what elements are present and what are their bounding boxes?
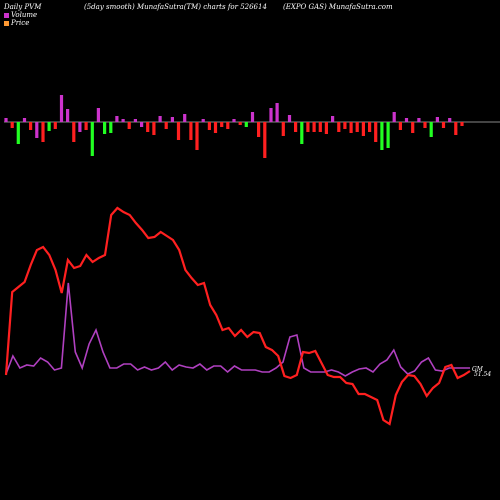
volume-bar bbox=[368, 122, 372, 132]
volume-bar bbox=[176, 122, 181, 140]
volume-bar bbox=[183, 114, 187, 122]
volume-bar bbox=[47, 122, 51, 131]
volume-bar bbox=[263, 122, 267, 158]
volume-bar bbox=[213, 122, 218, 133]
volume-bar bbox=[127, 122, 131, 129]
volume-bar bbox=[103, 122, 107, 134]
volume-bar bbox=[226, 122, 230, 129]
volume-bar bbox=[429, 122, 433, 137]
volume-bar bbox=[109, 122, 113, 133]
pvm-end-label: GM bbox=[472, 366, 484, 373]
legend-price-swatch bbox=[4, 20, 9, 26]
volume-bar bbox=[349, 122, 353, 133]
volume-bar bbox=[448, 118, 452, 122]
volume-bar bbox=[170, 117, 174, 122]
volume-bar bbox=[417, 118, 421, 122]
volume-bar bbox=[164, 122, 168, 129]
volume-bar bbox=[4, 118, 8, 122]
volume-bar bbox=[411, 122, 415, 133]
volume-bar bbox=[201, 119, 205, 122]
volume-bar bbox=[423, 122, 427, 128]
volume-bar bbox=[355, 122, 359, 132]
volume-bar bbox=[66, 109, 70, 122]
volume-bar bbox=[78, 122, 82, 132]
volume-bar bbox=[96, 108, 100, 122]
volume-bar bbox=[300, 122, 304, 144]
volume-bar bbox=[16, 122, 20, 144]
price-line bbox=[4, 206, 471, 426]
volume-bar bbox=[380, 122, 384, 150]
volume-bar bbox=[318, 122, 322, 132]
volume-bar bbox=[238, 122, 242, 125]
volume-bar bbox=[404, 118, 409, 122]
volume-bar bbox=[41, 122, 45, 142]
volume-bar bbox=[343, 122, 347, 129]
volume-bar bbox=[121, 119, 125, 122]
volume-bar bbox=[22, 118, 27, 122]
volume-bar bbox=[115, 116, 119, 122]
volume-bar bbox=[158, 116, 162, 122]
volume-bar bbox=[90, 122, 94, 156]
volume-bar bbox=[35, 122, 39, 138]
volume-bar bbox=[29, 122, 33, 130]
legend-volume: Volume bbox=[4, 11, 37, 19]
volume-bar bbox=[337, 122, 341, 132]
volume-bar bbox=[269, 108, 273, 122]
volume-bar bbox=[244, 122, 248, 127]
volume-bar bbox=[312, 122, 316, 132]
volume-bar bbox=[84, 122, 88, 130]
volume-bar bbox=[53, 122, 57, 129]
legend-volume-swatch bbox=[4, 12, 9, 18]
volume-bar bbox=[250, 112, 255, 122]
volume-bar bbox=[331, 116, 335, 122]
volume-bar bbox=[10, 122, 14, 128]
volume-bars bbox=[4, 95, 464, 158]
legend-volume-label: Volume bbox=[11, 11, 38, 19]
header-left: Daily PVM bbox=[4, 3, 42, 11]
volume-bar bbox=[207, 122, 211, 130]
volume-bar bbox=[386, 122, 390, 148]
volume-bar bbox=[435, 117, 439, 122]
volume-bar bbox=[152, 122, 156, 135]
volume-bar bbox=[374, 122, 378, 142]
volume-bar bbox=[294, 122, 298, 132]
header-site: (EXPO GAS) MunafaSutra.com bbox=[283, 3, 393, 11]
volume-bar bbox=[441, 122, 446, 128]
volume-bar bbox=[220, 122, 224, 127]
price-end-label: 51.54 bbox=[474, 371, 491, 378]
legend-price-label: Price bbox=[11, 19, 30, 27]
volume-bar bbox=[189, 122, 193, 140]
volume-bar bbox=[72, 122, 76, 142]
volume-bar bbox=[140, 122, 144, 127]
volume-bar bbox=[361, 122, 365, 136]
volume-bar bbox=[195, 122, 199, 150]
volume-bar bbox=[454, 122, 458, 135]
volume-bar bbox=[324, 122, 328, 134]
volume-bar bbox=[281, 122, 285, 136]
volume-bar bbox=[59, 95, 64, 122]
pvm-line bbox=[5, 282, 470, 377]
volume-bar bbox=[398, 122, 402, 130]
volume-bar bbox=[460, 122, 464, 126]
volume-bar bbox=[232, 119, 236, 122]
volume-bar bbox=[257, 122, 261, 137]
volume-bar bbox=[287, 115, 292, 122]
volume-bar bbox=[133, 119, 137, 122]
volume-bar bbox=[146, 122, 150, 132]
volume-bar bbox=[306, 122, 310, 132]
volume-bar bbox=[275, 103, 279, 122]
legend-price: Price bbox=[4, 19, 29, 27]
header-title: (5day smooth) MunafaSutra(TM) charts for… bbox=[84, 3, 267, 11]
volume-bar bbox=[392, 112, 396, 122]
